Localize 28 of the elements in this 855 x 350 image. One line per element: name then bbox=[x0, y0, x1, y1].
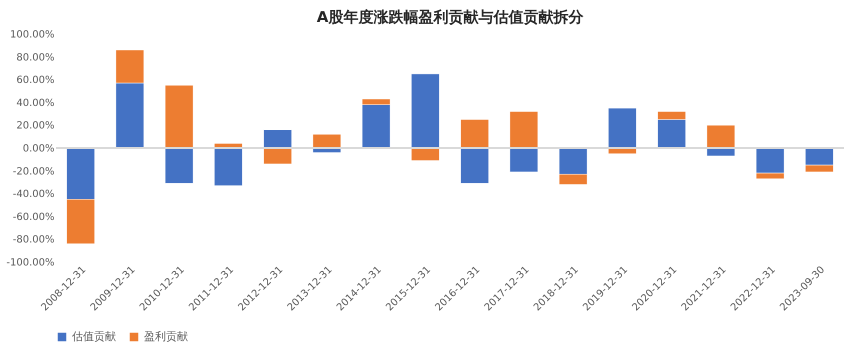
bar bbox=[510, 111, 538, 148]
bar bbox=[263, 130, 292, 148]
bar bbox=[214, 148, 243, 186]
y-tick-label: -60.00% bbox=[12, 212, 54, 223]
y-tick-label: 20.00% bbox=[16, 120, 54, 132]
y-tick-label: -80.00% bbox=[12, 234, 54, 246]
y-tick-label: 60.00% bbox=[16, 75, 54, 86]
bar bbox=[312, 134, 342, 148]
y-tick-label: -40.00% bbox=[12, 189, 54, 200]
y-tick-label: 100.00% bbox=[10, 30, 54, 40]
bar bbox=[164, 85, 194, 148]
bar bbox=[263, 148, 292, 164]
y-tick-label: -100.00% bbox=[6, 258, 54, 268]
y-tick-label: 0.00% bbox=[22, 144, 54, 154]
bar bbox=[608, 108, 637, 148]
bar bbox=[411, 148, 440, 161]
bar bbox=[706, 124, 736, 148]
y-tick-label: 40.00% bbox=[16, 98, 54, 109]
y-tick-label: -20.00% bbox=[12, 166, 54, 178]
chart-title: A股年度涨跌幅盈利贡献与估值贡献拆分 bbox=[316, 8, 584, 26]
legend-label: 盈利贡献 bbox=[144, 330, 188, 343]
bar bbox=[510, 148, 538, 172]
bar bbox=[460, 119, 489, 148]
bar bbox=[460, 148, 489, 184]
bar bbox=[411, 74, 440, 148]
bar bbox=[164, 148, 194, 184]
legend-label: 估值贡献 bbox=[72, 330, 116, 343]
y-tick-label: 80.00% bbox=[16, 52, 54, 64]
